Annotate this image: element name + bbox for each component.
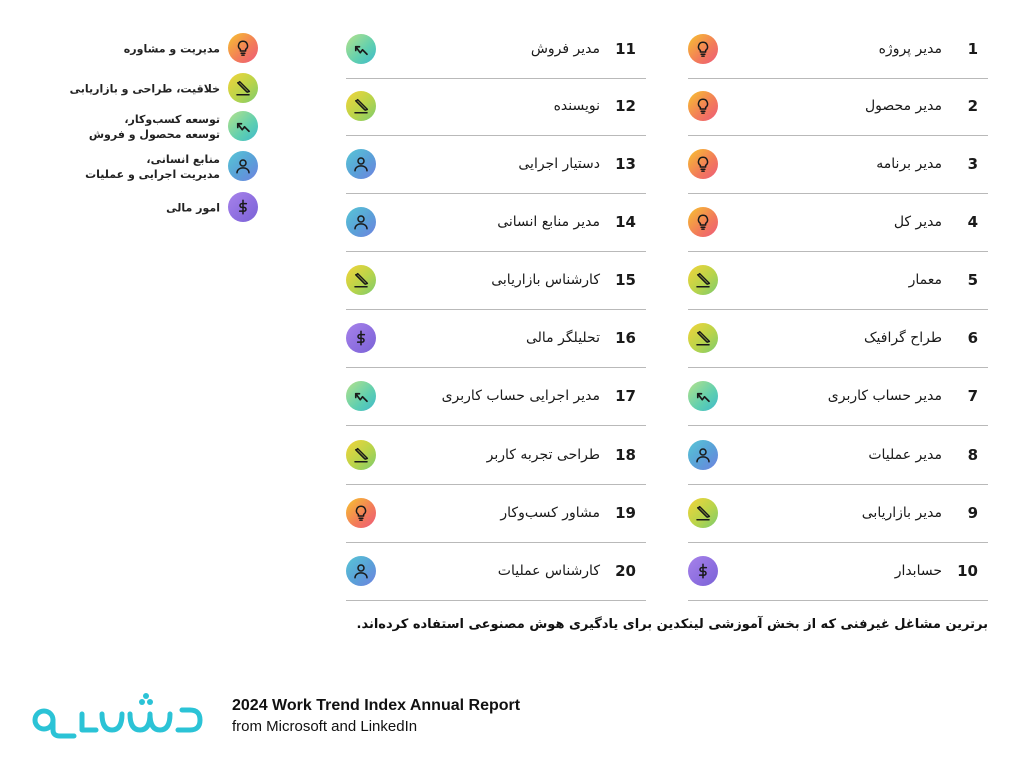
pencil-icon (688, 498, 718, 528)
role-row: تحلیلگر مالی 16 (346, 309, 646, 368)
role-rank: 5 (967, 271, 978, 289)
legend-label: امور مالی (166, 201, 220, 215)
role-title: کارشناس بازاریابی (491, 272, 600, 288)
role-title: مشاور کسب‌وکار (500, 505, 600, 521)
role-row: دستیار اجرایی 13 (346, 135, 646, 194)
role-row: مدیر حساب کاربری 7 (688, 367, 988, 426)
role-rank: 6 (967, 329, 978, 347)
role-rank: 14 (615, 213, 636, 231)
trend-arrow-icon (688, 381, 718, 411)
role-rank: 10 (957, 562, 978, 580)
money-icon (228, 192, 258, 222)
money-icon (688, 556, 718, 586)
role-row: کارشناس عملیات 20 (346, 542, 646, 601)
role-rank: 3 (967, 155, 978, 173)
role-row: معمار 5 (688, 251, 988, 310)
legend-label: خلاقیت، طراحی و بازاریابی (69, 82, 220, 96)
role-row: مدیر اجرایی حساب کاربری 17 (346, 367, 646, 426)
lightbulb-icon (688, 207, 718, 237)
lightbulb-icon (228, 33, 258, 63)
role-rank: 12 (615, 97, 636, 115)
lightbulb-icon (688, 149, 718, 179)
role-title: معمار (908, 272, 942, 288)
role-row: نویسنده 12 (346, 77, 646, 136)
role-rank: 8 (967, 446, 978, 464)
role-row: مدیر بازاریابی 9 (688, 484, 988, 543)
pencil-icon (346, 440, 376, 470)
role-row: مدیر محصول 2 (688, 77, 988, 136)
pencil-icon (346, 91, 376, 121)
role-row: مدیر منابع انسانی 14 (346, 193, 646, 252)
role-row: مدیر کل 4 (688, 193, 988, 252)
legend-item: امور مالی (60, 192, 260, 224)
legend-label: منابع انسانی، مدیریت اجرایی و عملیات (85, 153, 220, 181)
role-title: مدیر برنامه (876, 156, 942, 172)
role-title: طراحی تجربه کاربر (486, 447, 600, 463)
role-rank: 7 (967, 387, 978, 405)
role-rank: 13 (615, 155, 636, 173)
role-title: مدیر پروژه (878, 41, 942, 57)
role-title: مدیر محصول (865, 98, 942, 114)
lightbulb-icon (346, 498, 376, 528)
trend-arrow-icon (228, 111, 258, 141)
role-title: مدیر اجرایی حساب کاربری (441, 388, 600, 404)
role-title: طراح گرافیک (864, 330, 942, 346)
legend-item: منابع انسانی، مدیریت اجرایی و عملیات (60, 151, 260, 183)
role-title: مدیر منابع انسانی (497, 214, 600, 230)
person-icon (688, 440, 718, 470)
role-rank: 17 (615, 387, 636, 405)
trend-arrow-icon (346, 381, 376, 411)
role-row: مدیر پروژه 1 (688, 20, 988, 79)
pencil-icon (688, 265, 718, 295)
pencil-icon (688, 323, 718, 353)
trend-arrow-icon (346, 34, 376, 64)
role-rank: 16 (615, 329, 636, 347)
role-rank: 19 (615, 504, 636, 522)
pencil-icon (228, 73, 258, 103)
role-row: کارشناس بازاریابی 15 (346, 251, 646, 310)
role-row: حسابدار 10 (688, 542, 988, 601)
person-icon (228, 151, 258, 181)
role-title: مدیر فروش (530, 41, 600, 57)
person-icon (346, 149, 376, 179)
role-rank: 11 (615, 40, 636, 58)
pencil-icon (346, 265, 376, 295)
role-title: دستیار اجرایی (518, 156, 600, 172)
role-title: حسابدار (894, 563, 942, 579)
role-title: تحلیلگر مالی (525, 330, 600, 346)
role-rank: 15 (615, 271, 636, 289)
role-title: مدیر عملیات (868, 447, 942, 463)
role-title: مدیر بازاریابی (861, 505, 942, 521)
brand-logo (32, 693, 203, 739)
role-title: نویسنده (553, 98, 600, 114)
role-row: مشاور کسب‌وکار 19 (346, 484, 646, 543)
legend-label: توسعه کسب‌وکار، توسعه محصول و فروش (88, 113, 220, 141)
role-row: طراح گرافیک 6 (688, 309, 988, 368)
role-rank: 4 (967, 213, 978, 231)
role-row: مدیر فروش 11 (346, 20, 646, 79)
person-icon (346, 207, 376, 237)
role-row: مدیر عملیات 8 (688, 426, 988, 485)
role-row: طراحی تجربه کاربر 18 (346, 426, 646, 485)
role-rank: 9 (967, 504, 978, 522)
report-title: 2024 Work Trend Index Annual Report (232, 697, 521, 714)
person-icon (346, 556, 376, 586)
lightbulb-icon (688, 34, 718, 64)
legend-item: توسعه کسب‌وکار، توسعه محصول و فروش (60, 111, 260, 143)
role-row: مدیر برنامه 3 (688, 135, 988, 194)
role-title: مدیر کل (893, 214, 942, 230)
role-rank: 1 (967, 40, 978, 58)
legend-label: مدیریت و مشاوره (123, 42, 220, 56)
role-title: کارشناس عملیات (497, 563, 600, 579)
report-subtitle: from Microsoft and LinkedIn (232, 718, 418, 735)
legend-item: خلاقیت، طراحی و بازاریابی (60, 73, 260, 105)
role-rank: 20 (615, 562, 636, 580)
lightbulb-icon (688, 91, 718, 121)
role-title: مدیر حساب کاربری (827, 388, 942, 404)
role-rank: 2 (967, 97, 978, 115)
legend-item: مدیریت و مشاوره (60, 33, 260, 65)
caption: برترین مشاغل غیرفنی که از بخش آموزشی لین… (356, 617, 988, 632)
role-rank: 18 (615, 446, 636, 464)
money-icon (346, 323, 376, 353)
